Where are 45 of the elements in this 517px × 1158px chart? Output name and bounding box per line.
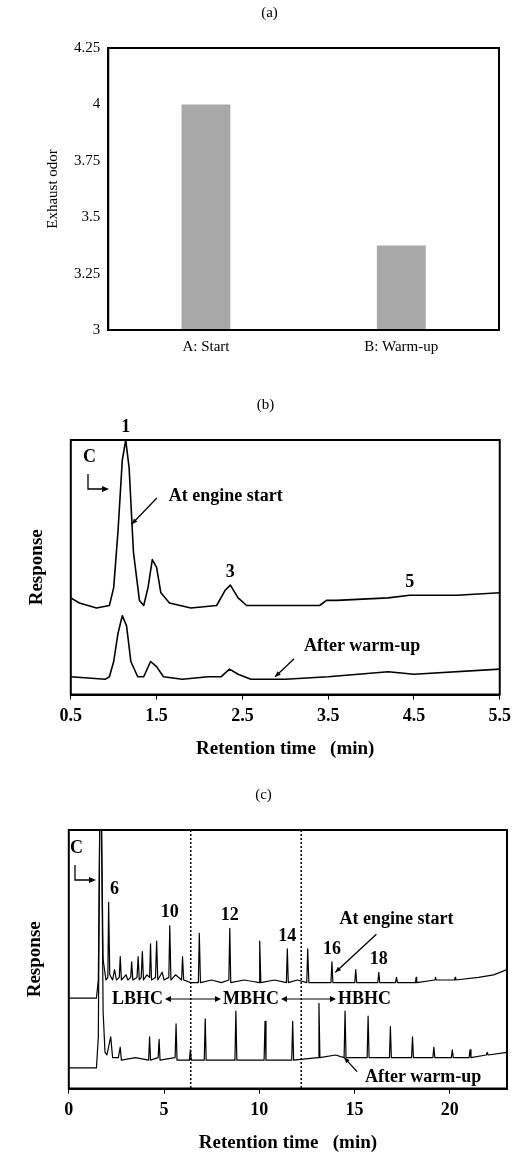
annotation: C [82, 445, 96, 466]
annotation: 10 [160, 901, 179, 922]
annotation: 3 [225, 560, 235, 581]
y-tick-label: 3 [92, 320, 101, 337]
chart-title: (c) [255, 785, 272, 803]
y-axis-title: Exhaust odor [43, 149, 60, 229]
chart-title: (a) [261, 3, 278, 21]
annotation: 14 [278, 924, 297, 945]
y-tick-label: 3.25 [74, 264, 101, 281]
x-axis-title: Retention time (min) [198, 1130, 378, 1153]
annotation: 1 [121, 415, 131, 436]
x-tick-label: 10 [250, 1099, 269, 1120]
x-axis-title: Retention time (min) [196, 736, 375, 759]
annotation: HBHC [338, 988, 392, 1009]
annotation: LBHC [112, 988, 164, 1009]
x-tick-label: 3.5 [316, 705, 340, 726]
x-tick-label: 0.5 [59, 705, 83, 726]
x-tick-label: 2.5 [231, 705, 254, 726]
y-axis-title: Response [25, 529, 47, 606]
x-tick-label: 4.5 [402, 705, 426, 726]
y-tick-label: 3.75 [74, 151, 101, 168]
y-tick-label: 4 [92, 95, 101, 112]
annotation: 16 [322, 937, 341, 958]
x-tick-label: 1.5 [145, 705, 168, 726]
annotation: 6 [110, 878, 120, 899]
x-tick-label: 20 [440, 1099, 459, 1120]
annotation: At engine start [168, 484, 283, 505]
x-tick-label: B: Warm-up [364, 337, 439, 354]
annotation: C [69, 836, 83, 857]
y-tick-label: 3.5 [81, 208, 101, 225]
annotation: After warm-up [365, 1066, 482, 1087]
x-tick-label: 15 [345, 1099, 364, 1120]
chart-title: (b) [256, 395, 275, 413]
annotation: 5 [405, 570, 415, 591]
y-axis-title: Response [23, 921, 45, 998]
annotation: After warm-up [304, 635, 421, 656]
x-tick-label: 5 [159, 1099, 169, 1120]
annotation: 12 [220, 903, 239, 924]
x-tick-label: 5.5 [488, 705, 511, 726]
x-tick-label: 0 [64, 1099, 74, 1120]
annotation: 18 [369, 947, 388, 968]
x-tick-label: A: Start [182, 337, 231, 354]
y-tick-label: 4.25 [74, 38, 101, 55]
annotation: MBHC [223, 988, 280, 1009]
annotation: At engine start [339, 907, 454, 928]
